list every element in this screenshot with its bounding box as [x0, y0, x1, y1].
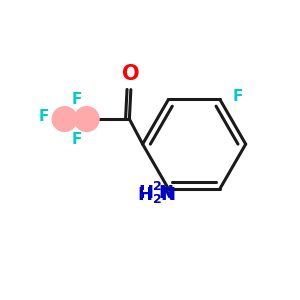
Text: F: F: [232, 89, 243, 104]
Text: F: F: [71, 92, 82, 107]
Text: H: H: [139, 184, 154, 202]
Text: N: N: [160, 186, 175, 204]
Text: H: H: [137, 186, 152, 204]
Text: O: O: [122, 64, 140, 84]
Circle shape: [74, 107, 99, 131]
Text: F: F: [39, 109, 49, 124]
Text: N: N: [158, 184, 173, 202]
Text: H: H: [134, 184, 149, 202]
Circle shape: [52, 107, 77, 131]
Text: F: F: [72, 132, 82, 147]
Text: 2: 2: [153, 180, 162, 193]
Text: 2: 2: [153, 193, 162, 206]
